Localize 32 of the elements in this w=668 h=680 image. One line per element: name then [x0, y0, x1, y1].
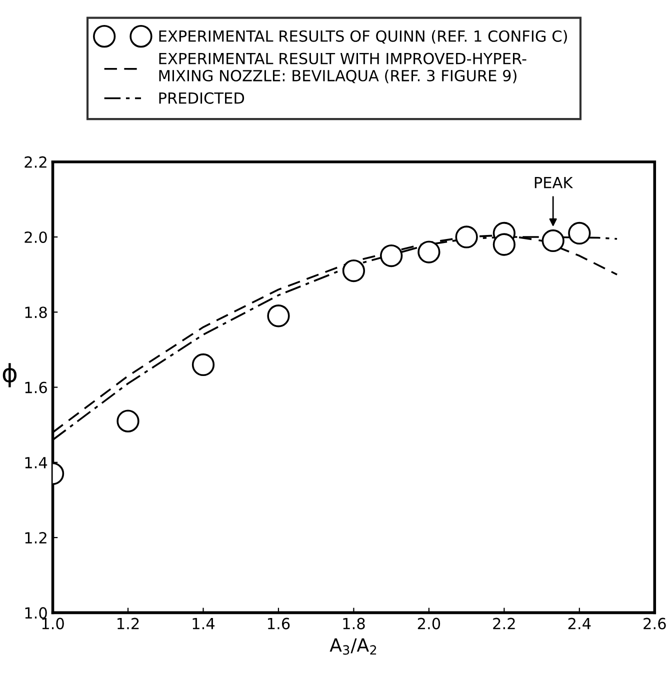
y-tick-label: 1.0 [25, 607, 47, 619]
legend-label: EXPERIMENTAL RESULTS OF QUINN (REF. 1 CONFIG C) [159, 30, 567, 44]
x-tick-label: 2.2 [493, 618, 515, 630]
x-tick-label: 1.4 [192, 618, 215, 630]
x-tick-label: 1.2 [118, 618, 139, 630]
legend-label: EXPERIMENTAL RESULT WITH IMPROVED-HYPER- MIXING NOZZLE: BEVILAQUA (REF. 3 FIGURE 9) [159, 52, 526, 84]
point [380, 244, 403, 268]
x-axis-title: A$_{3}$/A$_{2}$ [330, 638, 376, 655]
x-tick-label: 1.0 [42, 618, 64, 630]
x-tick-label: 1.6 [268, 618, 290, 630]
point [568, 222, 591, 245]
y-tick-label: 1.6 [25, 382, 47, 394]
point [342, 259, 366, 282]
point [418, 240, 440, 264]
y-axis-title: ϕ [2, 363, 17, 388]
point [455, 226, 478, 248]
annotation: PEAK [534, 177, 574, 188]
point [492, 233, 516, 256]
y-tick-label: 1.2 [25, 532, 46, 544]
x-tick-label: 1.8 [343, 618, 365, 630]
legend-label: PREDICTED [159, 92, 244, 104]
x-tick-label: 2.6 [644, 618, 666, 630]
point [192, 353, 215, 376]
x-tick-label: 2.4 [568, 618, 591, 630]
y-tick-label: 1.8 [25, 306, 47, 318]
y-tick-label: 1.4 [25, 457, 48, 468]
point [116, 410, 140, 432]
point [542, 229, 564, 252]
y-tick-label: 2.2 [24, 156, 46, 168]
y-tick-label: 2.0 [24, 231, 47, 243]
x-tick-label: 2.0 [418, 618, 440, 630]
point [267, 304, 290, 328]
